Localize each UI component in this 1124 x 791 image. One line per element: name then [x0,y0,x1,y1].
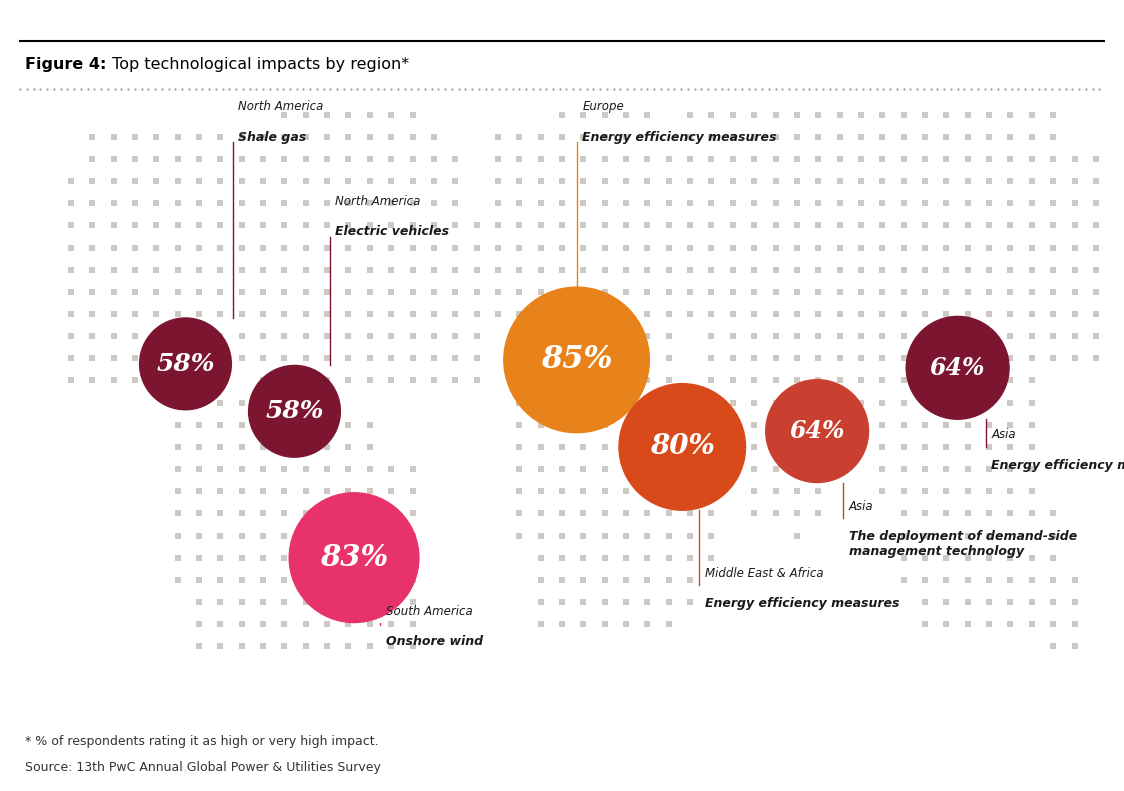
Text: 58%: 58% [156,352,215,376]
Ellipse shape [765,380,869,483]
Text: 85%: 85% [541,344,613,376]
Ellipse shape [289,493,419,623]
Text: Asia: Asia [991,429,1016,441]
Text: 83%: 83% [320,543,388,572]
Text: 80%: 80% [650,433,715,460]
Text: Onshore wind: Onshore wind [386,635,482,648]
Ellipse shape [139,318,232,410]
Text: Figure 4:: Figure 4: [25,58,106,72]
Text: Energy efficiency measures: Energy efficiency measures [582,131,777,143]
Text: North America: North America [238,100,324,113]
Text: 64%: 64% [789,419,845,443]
Text: Shale gas: Shale gas [238,131,307,143]
Ellipse shape [619,384,745,510]
Text: Energy efficiency measures: Energy efficiency measures [991,459,1124,471]
Text: Electric vehicles: Electric vehicles [335,225,450,238]
Text: Europe: Europe [582,100,624,113]
Text: Top technological impacts by region*: Top technological impacts by region* [107,58,409,72]
Text: North America: North America [335,195,420,208]
Text: Source: 13th PwC Annual Global Power & Utilities Survey: Source: 13th PwC Annual Global Power & U… [25,761,381,774]
Ellipse shape [906,316,1009,419]
Text: Middle East & Africa: Middle East & Africa [705,567,824,580]
Text: Asia: Asia [849,500,873,513]
Text: 64%: 64% [930,356,986,380]
Ellipse shape [248,365,341,457]
Text: Energy efficiency measures: Energy efficiency measures [705,597,899,610]
Text: 58%: 58% [265,399,324,423]
Text: * % of respondents rating it as high or very high impact.: * % of respondents rating it as high or … [25,736,379,748]
Text: The deployment of demand-side
management technology: The deployment of demand-side management… [849,530,1077,558]
Ellipse shape [504,287,650,433]
Text: South America: South America [386,605,472,618]
